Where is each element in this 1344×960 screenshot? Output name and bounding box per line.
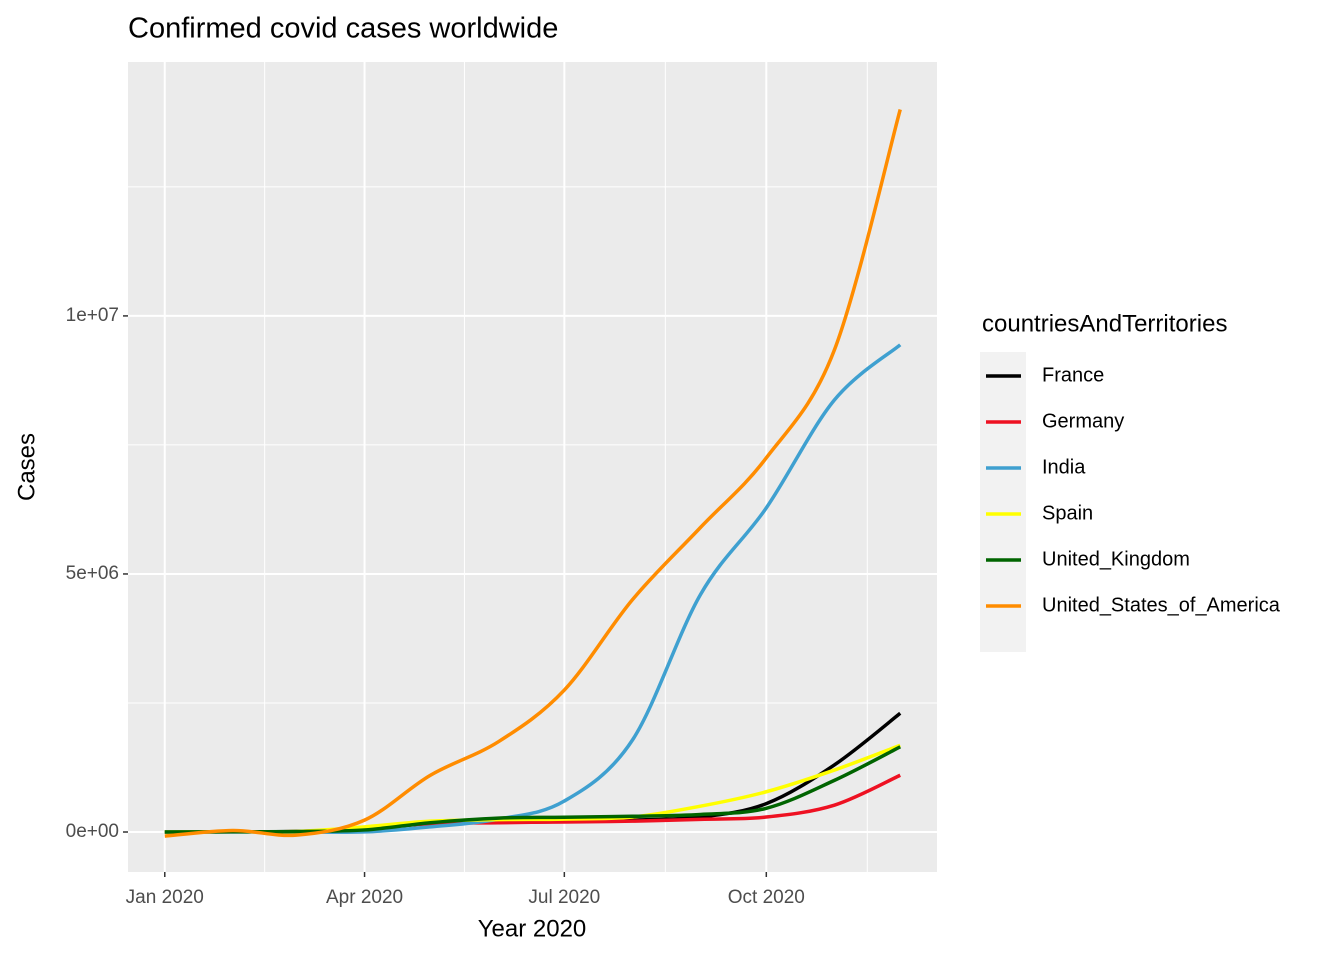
series-line (164, 745, 902, 834)
x-tick-label: Apr 2020 (326, 887, 403, 908)
legend-label: India (1042, 456, 1086, 478)
x-tick-label: Jul 2020 (528, 887, 600, 908)
series-line (164, 109, 902, 838)
legend-label: Germany (1042, 410, 1124, 432)
legend-label: United_States_of_America (1042, 594, 1281, 616)
x-tick-label: Oct 2020 (728, 887, 805, 908)
legend-label: Spain (1042, 502, 1093, 524)
legend-title: countriesAndTerritories (982, 310, 1227, 337)
panel (128, 62, 937, 872)
y-tick-label: 5e+06 (66, 563, 119, 584)
legend-label: France (1042, 364, 1104, 386)
x-axis-label: Year 2020 (478, 915, 587, 942)
chart-title: Confirmed covid cases worldwide (128, 13, 558, 45)
y-axis-label: Cases (13, 433, 40, 501)
x-tick-label: Jan 2020 (126, 887, 204, 908)
legend-key-background (980, 352, 1026, 652)
legend-label: United_Kingdom (1042, 548, 1190, 570)
y-tick-label: 0e+00 (66, 821, 119, 842)
y-tick-label: 1e+07 (66, 305, 119, 326)
